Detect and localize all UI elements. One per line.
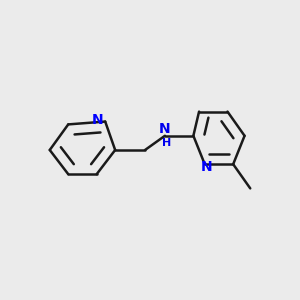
Text: H: H: [162, 138, 171, 148]
Text: N: N: [200, 160, 212, 174]
Text: N: N: [159, 122, 171, 136]
Text: N: N: [92, 113, 103, 127]
